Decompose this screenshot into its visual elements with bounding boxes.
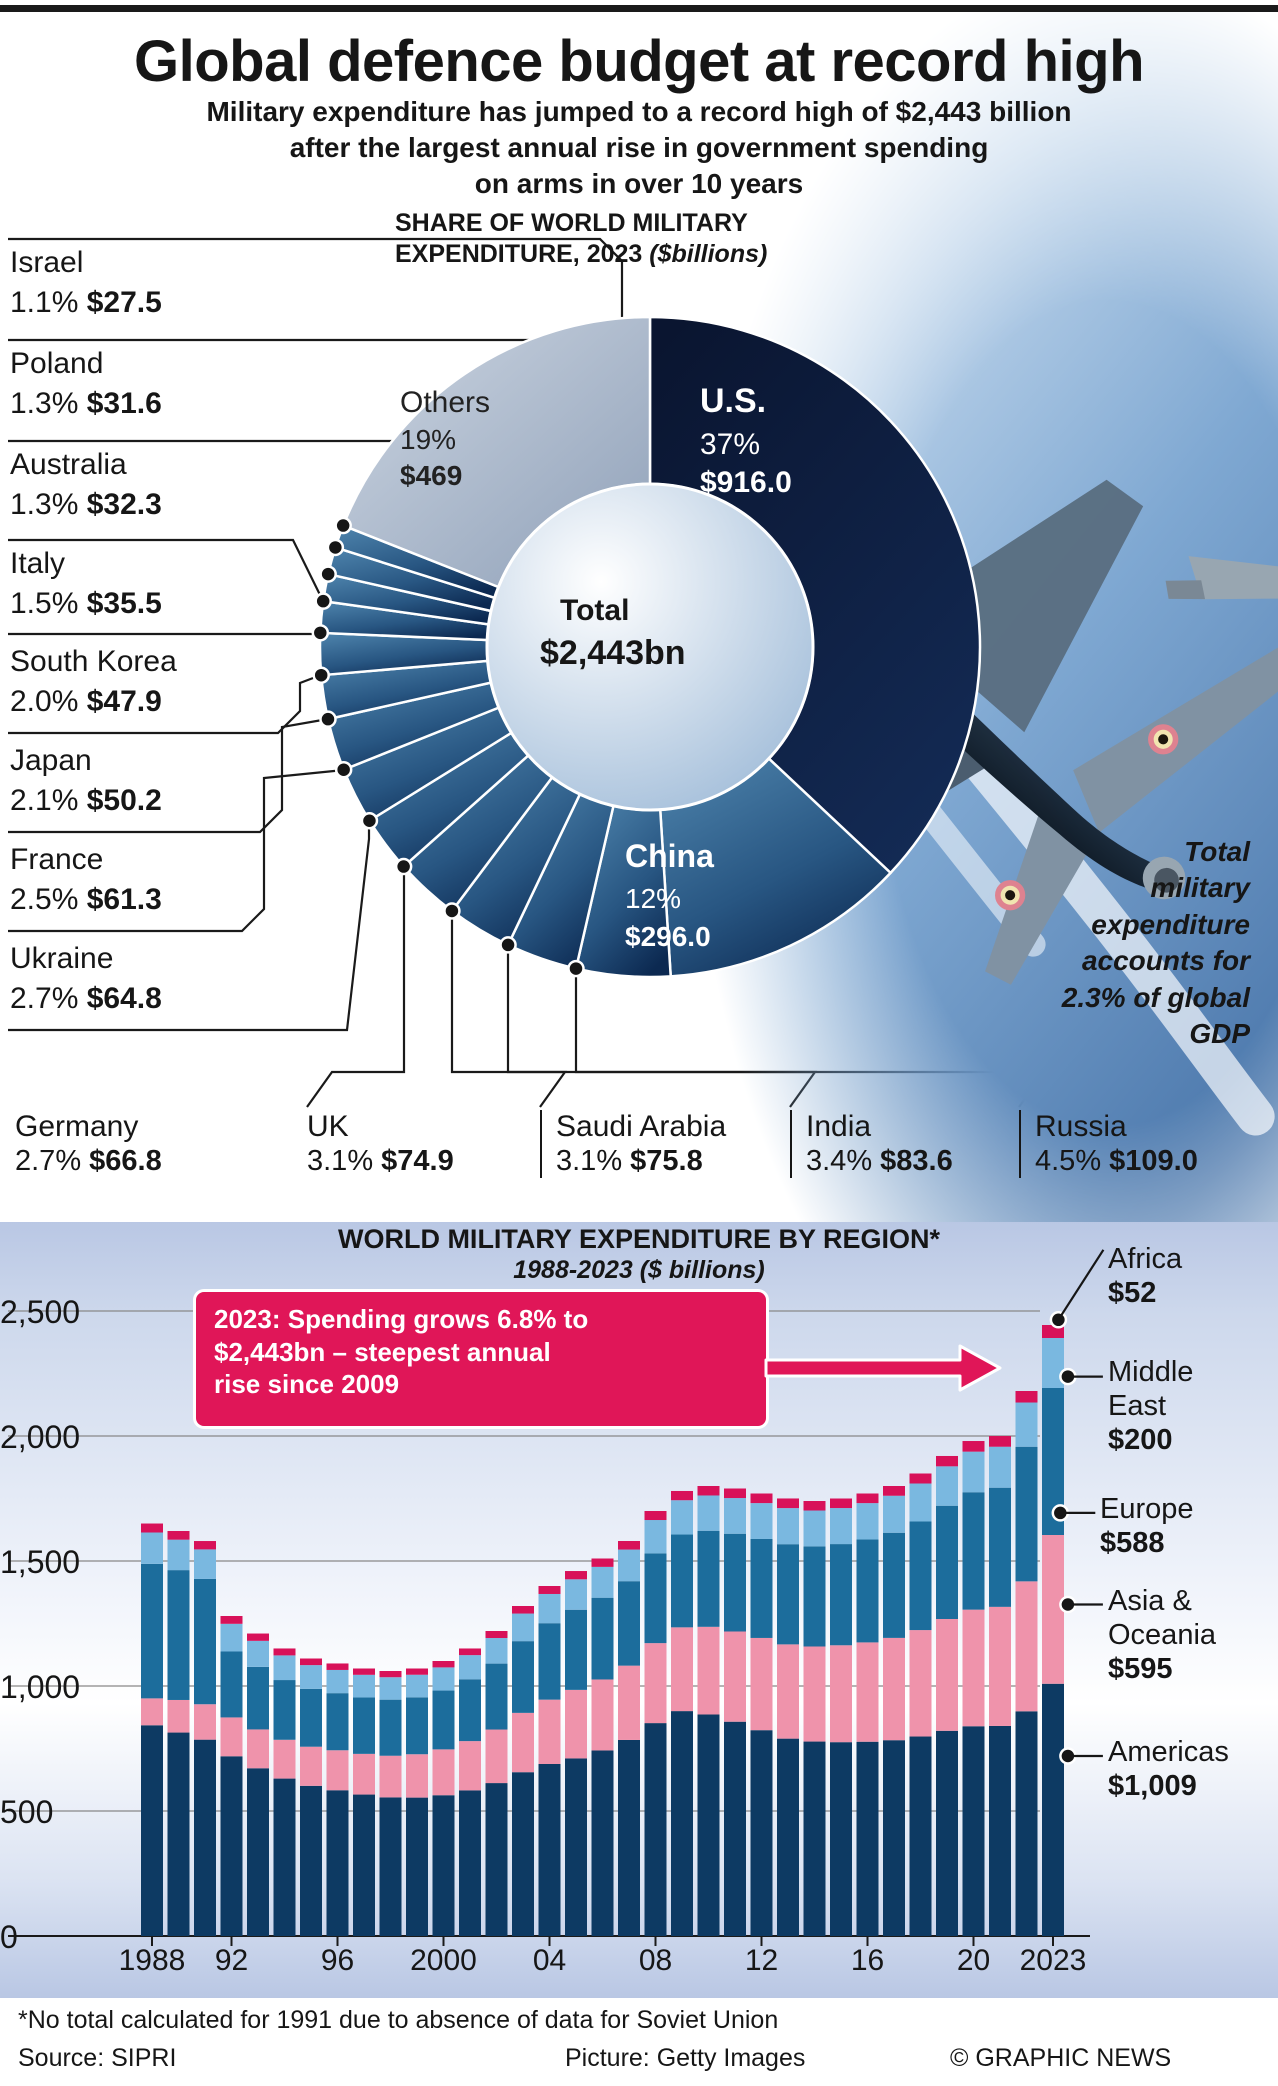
svg-text:$469: $469 — [400, 460, 462, 491]
svg-text:12%: 12% — [625, 883, 681, 914]
svg-text:$916.0: $916.0 — [700, 466, 792, 499]
svg-text:37%: 37% — [700, 428, 760, 461]
svg-text:$2,443bn: $2,443bn — [540, 634, 686, 672]
svg-text:$296.0: $296.0 — [625, 921, 711, 952]
svg-text:19%: 19% — [400, 424, 456, 455]
svg-text:Others: Others — [400, 386, 490, 419]
svg-text:China: China — [625, 838, 714, 874]
svg-text:U.S.: U.S. — [700, 382, 766, 420]
svg-text:Total: Total — [560, 594, 629, 627]
